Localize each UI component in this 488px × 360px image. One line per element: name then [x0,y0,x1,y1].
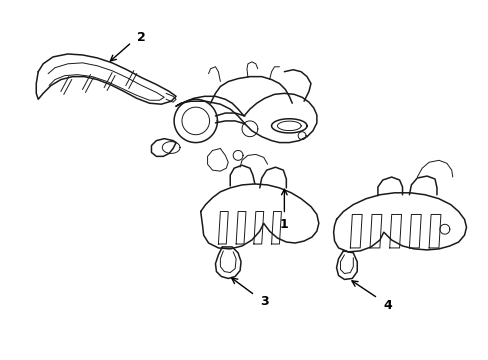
Text: 3: 3 [260,294,268,307]
Text: 2: 2 [137,31,146,44]
Text: 4: 4 [383,298,391,311]
Text: 1: 1 [280,218,288,231]
